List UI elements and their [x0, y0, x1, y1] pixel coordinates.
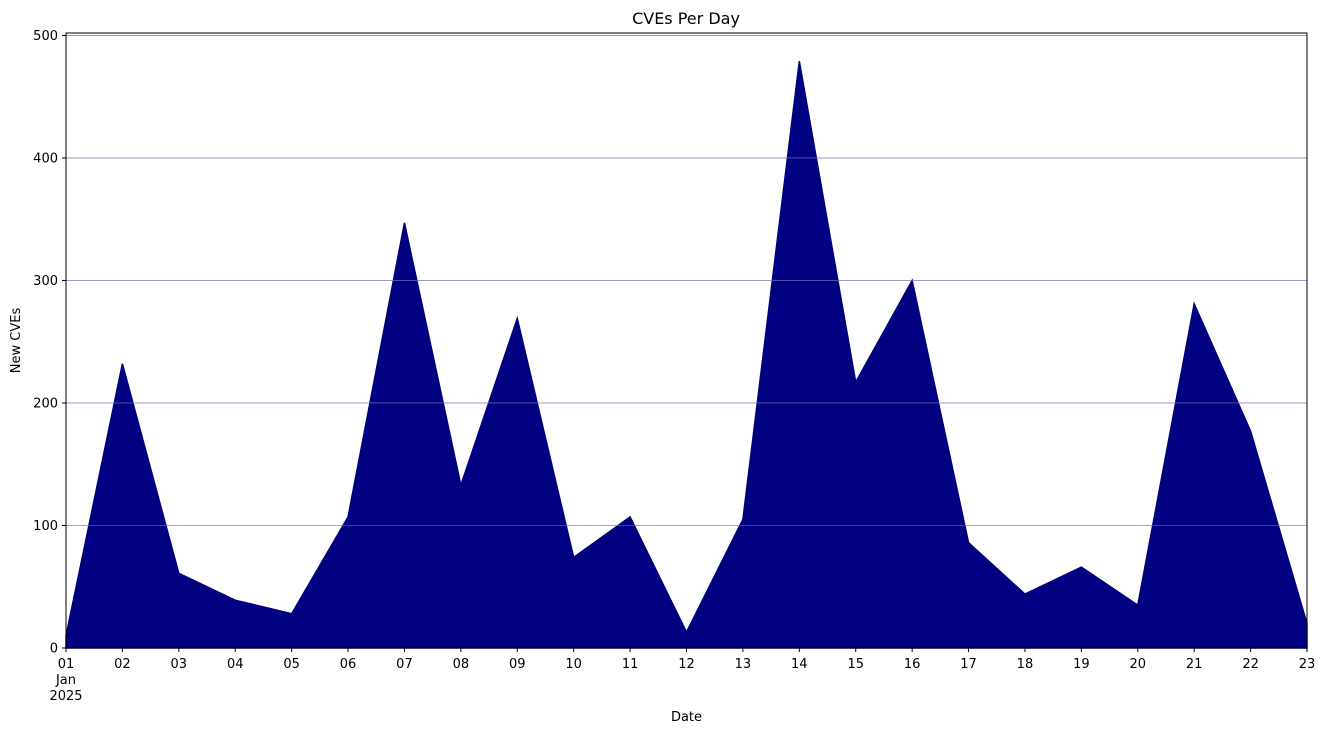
x-axis-title: Date [671, 710, 702, 725]
y-tick-label: 400 [33, 151, 58, 166]
x-tick-label: 21 [1186, 657, 1203, 672]
y-tick-label: 100 [33, 519, 58, 534]
x-tick-label: 07 [396, 657, 413, 672]
chart-title: CVEs Per Day [632, 9, 740, 28]
y-tick-label: 500 [33, 29, 58, 44]
y-tick-label: 300 [33, 274, 58, 289]
x-tick-label: 12 [678, 657, 695, 672]
y-axis-title: New CVEs [9, 308, 24, 374]
y-tick-label: 0 [50, 642, 58, 657]
x-tick-label: 19 [1073, 657, 1090, 672]
x-tick-label: 04 [227, 657, 244, 672]
x-tick-label: 08 [453, 657, 470, 672]
x-tick-label: 11 [622, 657, 639, 672]
x-tick-label: 18 [1017, 657, 1034, 672]
x-tick-label: 13 [735, 657, 752, 672]
grid-lines-over-area [66, 35, 1307, 526]
x-axis-ticks: 01 02 03 04 05 06 07 08 09 10 11 12 13 14 15 16 17 18 19 20… [58, 648, 1316, 672]
x-tick-label: 16 [904, 657, 921, 672]
x-tick-label: 06 [340, 657, 357, 672]
area-series-fill [65, 61, 1308, 649]
x-tick-label: 05 [283, 657, 300, 672]
x-tick-label: 03 [171, 657, 188, 672]
plot-frame [65, 32, 1308, 649]
x-tick-label: 15 [847, 657, 864, 672]
x-tick-label: 20 [1129, 657, 1146, 672]
y-tick-label: 200 [33, 396, 58, 411]
x-axis-year-label: 2025 [49, 689, 82, 704]
x-tick-label: 01 [58, 657, 75, 672]
x-tick-label: 09 [509, 657, 526, 672]
x-tick-label: 10 [565, 657, 582, 672]
x-tick-label: 14 [791, 657, 808, 672]
y-axis-ticks: 0 100 200 300 400 500 [33, 29, 66, 657]
x-tick-label: 02 [114, 657, 131, 672]
x-tick-label: 23 [1299, 657, 1316, 672]
x-tick-label: 17 [960, 657, 977, 672]
x-tick-label: 22 [1242, 657, 1259, 672]
x-axis-month-label: Jan [55, 673, 76, 688]
